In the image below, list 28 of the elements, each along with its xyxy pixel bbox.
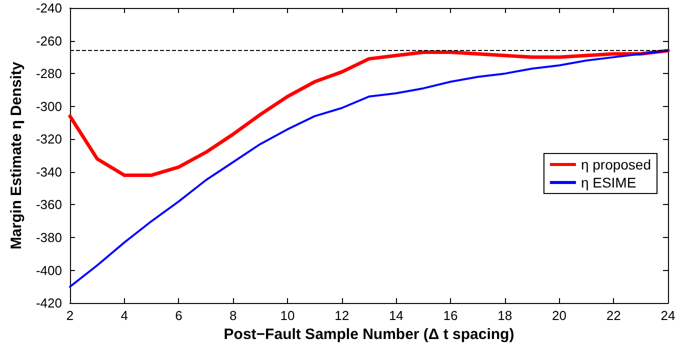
x-tick-label: 20 (552, 308, 567, 324)
x-tick-label: 14 (388, 308, 404, 324)
y-tick-label: -400 (36, 262, 62, 278)
y-tick-label: -360 (36, 197, 62, 212)
x-tick-label: 4 (120, 308, 128, 324)
x-tick-label: 16 (443, 308, 458, 324)
y-tick-label: -340 (36, 164, 62, 180)
x-tick-label: 24 (660, 308, 676, 324)
x-tick-label: 10 (280, 308, 295, 324)
line-series (68, 48, 670, 177)
y-axis-title: Margin Estimate η Density (8, 61, 25, 250)
x-tick-label: 12 (334, 308, 350, 324)
line-series (69, 50, 669, 288)
y-tick-label: -380 (36, 230, 62, 246)
x-tick-label: 2 (66, 308, 74, 324)
x-axis-title: Post−Fault Sample Number (Δ t spacing) (224, 326, 514, 343)
legend-label: η ESIME (580, 174, 636, 190)
x-tick-label: 6 (175, 308, 182, 324)
x-tick-label: 8 (229, 308, 237, 324)
y-tick-label: -280 (36, 66, 62, 82)
y-tick-label: -420 (36, 296, 62, 311)
x-tick-label: 22 (606, 308, 621, 324)
y-tick-label: -300 (36, 98, 62, 114)
y-tick-label: -240 (36, 0, 62, 16)
x-tick-label: 18 (498, 308, 512, 324)
y-tick-label: -260 (36, 33, 62, 48)
legend-label: η proposed (580, 156, 652, 172)
y-tick-label: -320 (36, 132, 62, 147)
